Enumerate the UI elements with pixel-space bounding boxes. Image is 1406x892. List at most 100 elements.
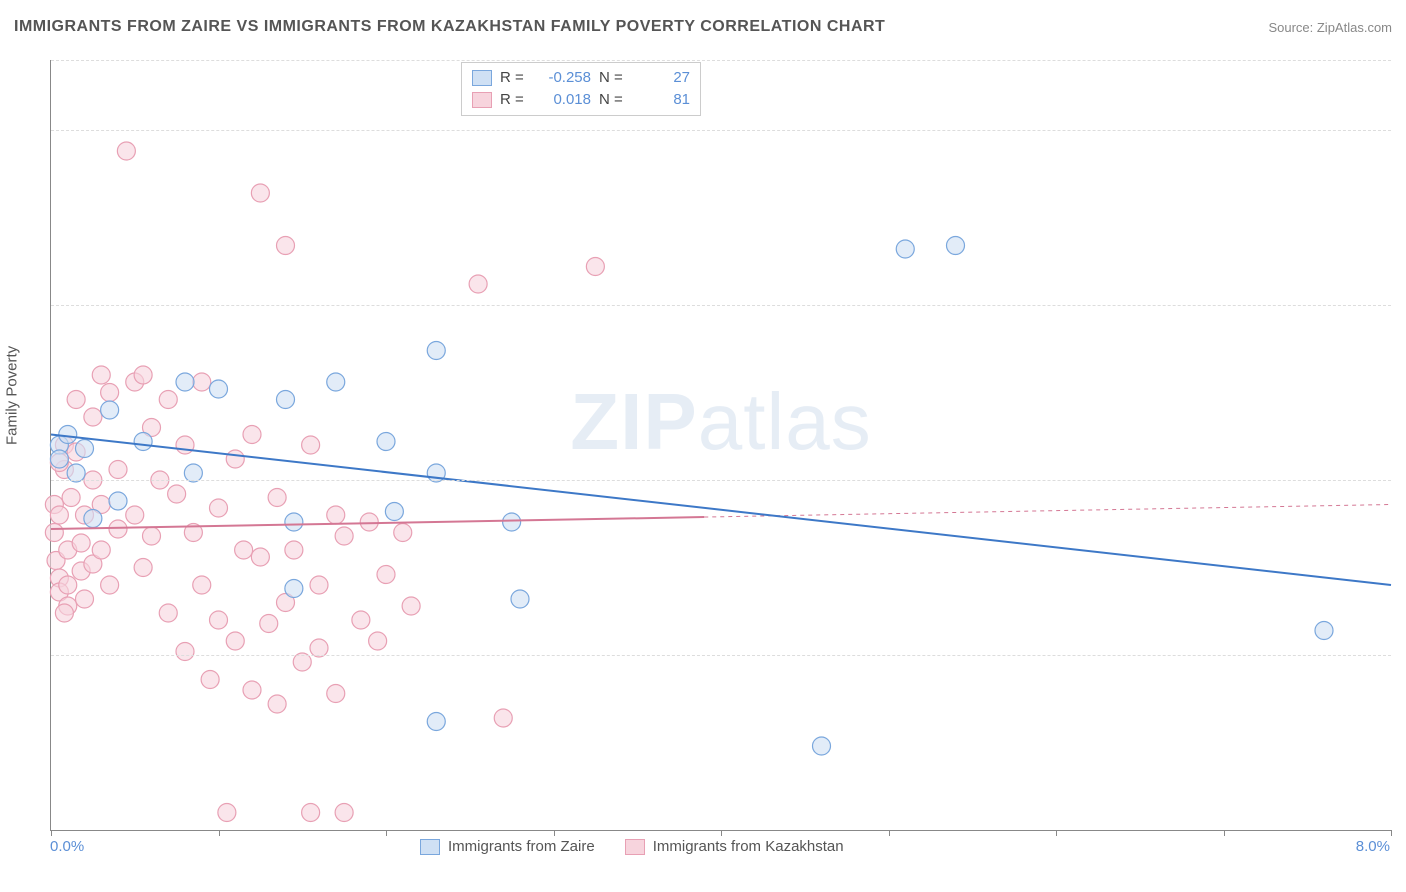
point-series-a	[947, 237, 965, 255]
point-series-b	[143, 527, 161, 545]
legend-correlation-row: R =-0.258N =27	[472, 67, 690, 89]
point-series-b	[586, 258, 604, 276]
point-series-a	[285, 513, 303, 531]
legend-series-item: Immigrants from Zaire	[420, 838, 595, 855]
x-axis-max-label: 8.0%	[1356, 838, 1390, 855]
trendline-b-dashed	[704, 505, 1391, 518]
legend-text: R =	[500, 67, 528, 89]
point-series-b	[134, 366, 152, 384]
legend-text: 27	[635, 67, 690, 89]
point-series-b	[92, 541, 110, 559]
point-series-a	[1315, 622, 1333, 640]
point-series-a	[813, 737, 831, 755]
legend-correlation: R = -0.258 N = 27R = 0.018 N = 81	[461, 62, 701, 116]
point-series-a	[285, 580, 303, 598]
point-series-b	[193, 576, 211, 594]
legend-series: Immigrants from Zaire Immigrants from Kaz…	[420, 838, 844, 855]
legend-text: N =	[599, 89, 627, 111]
point-series-a	[50, 450, 68, 468]
point-series-b	[335, 527, 353, 545]
point-series-a	[210, 380, 228, 398]
gridline	[51, 655, 1391, 656]
point-series-a	[277, 391, 295, 409]
point-series-b	[92, 366, 110, 384]
legend-series-item: Immigrants from Kazakhstan	[625, 838, 844, 855]
point-series-b	[260, 615, 278, 633]
point-series-b	[72, 534, 90, 552]
point-series-b	[235, 541, 253, 559]
point-series-b	[126, 506, 144, 524]
x-tick	[554, 830, 555, 836]
point-series-a	[59, 426, 77, 444]
point-series-b	[159, 604, 177, 622]
point-series-b	[109, 461, 127, 479]
point-series-b	[302, 436, 320, 454]
point-series-b	[101, 576, 119, 594]
trendline-a-solid	[51, 435, 1391, 586]
legend-text: -0.258	[536, 67, 591, 89]
point-series-b	[50, 506, 68, 524]
point-series-b	[243, 426, 261, 444]
point-series-b	[168, 485, 186, 503]
point-series-a	[101, 401, 119, 419]
point-series-a	[427, 713, 445, 731]
point-series-b	[45, 524, 63, 542]
point-series-b	[176, 643, 194, 661]
x-tick	[1056, 830, 1057, 836]
point-series-b	[285, 541, 303, 559]
point-series-a	[84, 510, 102, 528]
legend-text: R =	[500, 89, 528, 111]
gridline	[51, 305, 1391, 306]
point-series-a	[385, 503, 403, 521]
point-series-b	[394, 524, 412, 542]
point-series-b	[327, 685, 345, 703]
point-series-b	[59, 576, 77, 594]
point-series-b	[218, 804, 236, 822]
point-series-b	[226, 450, 244, 468]
gridline	[51, 60, 1391, 61]
legend-text: 0.018	[536, 89, 591, 111]
point-series-b	[76, 590, 94, 608]
point-series-a	[511, 590, 529, 608]
chart-title: IMMIGRANTS FROM ZAIRE VS IMMIGRANTS FROM…	[14, 18, 885, 36]
source-label: Source: ZipAtlas.com	[1268, 20, 1392, 35]
point-series-b	[201, 671, 219, 689]
x-axis-min-label: 0.0%	[50, 838, 84, 855]
legend-correlation-row: R = 0.018 N = 81	[472, 89, 690, 111]
legend-swatch	[420, 839, 440, 855]
point-series-b	[268, 695, 286, 713]
point-series-b	[402, 597, 420, 615]
point-series-b	[251, 548, 269, 566]
gridline	[51, 480, 1391, 481]
point-series-b	[360, 513, 378, 531]
point-series-a	[134, 433, 152, 451]
point-series-b	[210, 611, 228, 629]
y-axis-title: Family Poverty	[4, 346, 21, 445]
point-series-b	[67, 391, 85, 409]
legend-swatch	[472, 70, 492, 86]
legend-swatch	[625, 839, 645, 855]
point-series-b	[109, 520, 127, 538]
chart-plot-area: ZIPatlas R =-0.258N =27R =0.018N =81	[50, 60, 1391, 831]
legend-text: 81	[635, 89, 690, 111]
point-series-b	[84, 408, 102, 426]
point-series-b	[159, 391, 177, 409]
point-series-a	[377, 433, 395, 451]
point-series-a	[327, 373, 345, 391]
legend-series-label: Immigrants from Zaire	[448, 838, 595, 855]
point-series-a	[109, 492, 127, 510]
x-tick	[721, 830, 722, 836]
point-series-b	[335, 804, 353, 822]
point-series-b	[243, 681, 261, 699]
point-series-b	[277, 237, 295, 255]
gridline	[51, 130, 1391, 131]
point-series-b	[352, 611, 370, 629]
legend-swatch	[472, 92, 492, 108]
x-tick	[219, 830, 220, 836]
point-series-a	[76, 440, 94, 458]
x-tick	[1391, 830, 1392, 836]
point-series-b	[494, 709, 512, 727]
point-series-a	[176, 373, 194, 391]
x-tick	[386, 830, 387, 836]
point-series-b	[117, 142, 135, 160]
